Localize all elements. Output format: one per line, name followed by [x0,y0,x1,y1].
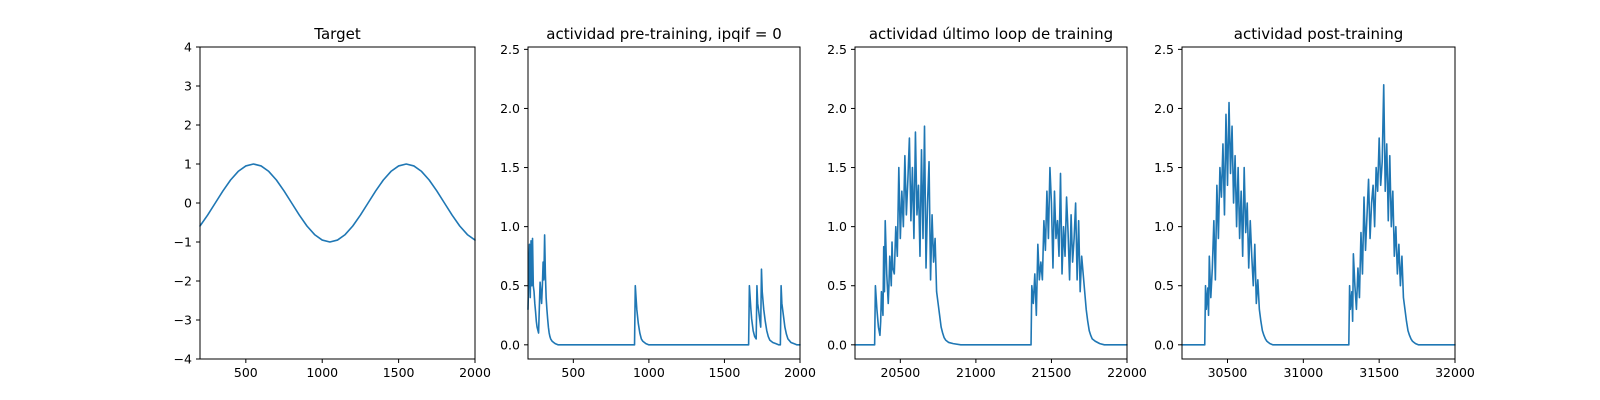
x-tick-label: 1500 [709,365,741,380]
y-tick-label: 0.0 [500,337,520,352]
y-tick-label: 2.5 [827,42,847,57]
chart-title: Target [313,25,361,43]
axes-frame [527,46,801,360]
chart-panel-4: 30500 31000 31500 32000 0.0 0.5 1.0 1.5 2.0 2.5 ac… [1154,25,1475,380]
y-tick-label: 1.5 [500,160,520,175]
y-tick-label: 0 [184,196,192,211]
y-tick-label: 2.0 [1154,101,1174,116]
x-tick-label: 2000 [784,365,816,380]
y-tick-label: 0.5 [500,278,520,293]
x-tick-label: 21500 [1032,365,1072,380]
y-tick-label: 2.5 [500,42,520,57]
y-tick-label: 0.0 [827,337,847,352]
series-line [1181,84,1456,346]
y-tick-label: 4 [184,40,192,55]
y-tick-label: −4 [174,352,192,367]
x-tick-label: 21000 [956,365,996,380]
y-tick-label: 2.0 [500,101,520,116]
y-tick-label: −1 [174,235,192,250]
y-tick-label: 3 [184,79,192,94]
axes-frame [854,46,1128,360]
chart-panel-3: 20500 21000 21500 22000 0.0 0.5 1.0 1.5 2.0 2.5 ac… [827,25,1147,380]
chart-title: actividad post-training [1234,25,1403,43]
chart-title: actividad pre-training, ipqif = 0 [546,25,782,43]
axes-frame [199,46,476,360]
y-tick-label: 1.5 [827,160,847,175]
series-line [199,163,476,243]
y-tick-label: 1.0 [500,219,520,234]
x-tick-label: 32000 [1435,365,1475,380]
y-tick-label: −2 [174,274,192,289]
y-tick-label: 1.0 [827,219,847,234]
y-tick-label: 1 [184,157,192,172]
x-tick-label: 500 [234,365,258,380]
axes-frame [1181,46,1456,360]
chart-panel-2: 500 1000 1500 2000 0.0 0.5 1.0 1.5 2.0 2.5 activid… [500,25,816,380]
x-tick-label: 22000 [1107,365,1147,380]
y-tick-label: −3 [174,313,192,328]
x-tick-label: 31500 [1359,365,1399,380]
series-line [527,234,801,346]
y-tick-label: 1.5 [1154,160,1174,175]
chart-title: actividad último loop de training [869,25,1113,43]
y-tick-label: 2.0 [827,101,847,116]
y-tick-label: 0.0 [1154,337,1174,352]
y-tick-label: 1.0 [1154,219,1174,234]
x-tick-label: 30500 [1208,365,1248,380]
series-line [854,125,1128,346]
y-tick-label: 2 [184,118,192,133]
x-tick-label: 31000 [1283,365,1323,380]
x-tick-label: 1000 [633,365,665,380]
x-tick-label: 1000 [306,365,338,380]
y-tick-label: 2.5 [1154,42,1174,57]
x-tick-label: 500 [561,365,585,380]
x-tick-label: 2000 [459,365,491,380]
y-tick-label: 0.5 [1154,278,1174,293]
y-tick-label: 0.5 [827,278,847,293]
x-tick-label: 1500 [383,365,415,380]
x-tick-label: 20500 [880,365,920,380]
chart-panel-1: 500 1000 1500 2000 −4 −3 −2 −1 0 1 2 3 4 Target [174,25,491,380]
